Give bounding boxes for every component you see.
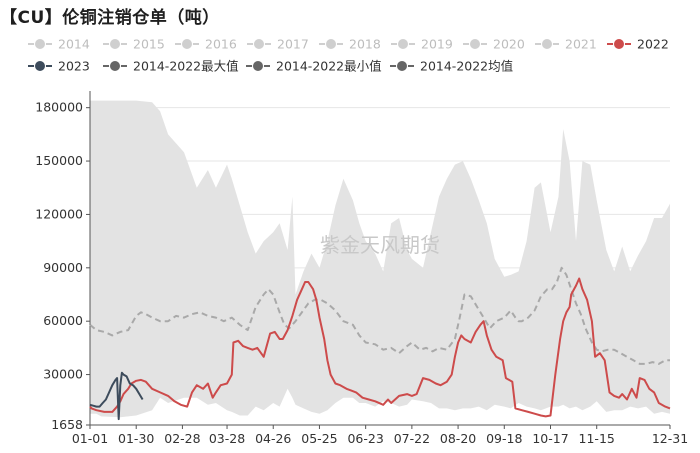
legend-item-2014-2022最小值[interactable]: 2014-2022最小值	[246, 59, 382, 74]
x-tick-label: 04-26	[255, 431, 291, 446]
legend: 2014 2015 2016 2017 2018 2019 2020 2021 2022 2023…	[28, 37, 669, 74]
legend-label: 2021	[565, 37, 597, 52]
y-tick-label: 150000	[35, 153, 83, 168]
y-tick-label: 60000	[43, 313, 83, 328]
legend-swatch-marker	[396, 60, 408, 72]
legend-label: 2017	[277, 37, 309, 52]
legend-swatch-marker	[34, 60, 46, 72]
x-tick-label: 01-01	[72, 431, 108, 446]
legend-label: 2014-2022均值	[420, 59, 513, 74]
x-tick-label: 09-18	[486, 431, 522, 446]
legend-item-2023[interactable]: 2023	[28, 59, 90, 74]
legend-label: 2023	[58, 59, 90, 74]
legend-label: 2014-2022最小值	[276, 59, 382, 74]
y-tick-label: 120000	[35, 206, 83, 221]
legend-item-2020[interactable]: 2020	[463, 37, 525, 52]
legend-label: 2018	[349, 37, 381, 52]
legend-swatch-marker	[109, 60, 121, 72]
legend-label: 2022	[637, 37, 669, 52]
legend-item-2014-2022均值[interactable]: 2014-2022均值	[390, 59, 513, 74]
legend-swatch-marker	[181, 38, 193, 50]
y-tick-label: 90000	[43, 260, 83, 275]
legend-swatch-marker	[325, 38, 337, 50]
legend-item-2014-2022最大值[interactable]: 2014-2022最大值	[103, 59, 239, 74]
x-tick-label: 03-28	[209, 431, 245, 446]
legend-item-2016[interactable]: 2016	[175, 37, 237, 52]
legend-label: 2014-2022最大值	[133, 59, 239, 74]
legend-item-2017[interactable]: 2017	[247, 37, 309, 52]
legend-item-2021[interactable]: 2021	[535, 37, 597, 52]
y-tick-label: 1658	[51, 417, 83, 432]
legend-swatch-marker	[541, 38, 553, 50]
legend-swatch-marker	[253, 38, 265, 50]
legend-swatch-marker	[252, 60, 264, 72]
legend-swatch-marker	[613, 38, 625, 50]
x-tick-label: 12-31	[652, 431, 688, 446]
y-tick-label: 30000	[43, 367, 83, 382]
legend-item-2019[interactable]: 2019	[391, 37, 453, 52]
min-max-band	[90, 100, 670, 418]
legend-label: 2014	[58, 37, 90, 52]
legend-label: 2020	[493, 37, 525, 52]
watermark: 紫金天风期货	[320, 233, 440, 257]
x-tick-label: 07-22	[394, 431, 430, 446]
y-tick-label: 180000	[35, 100, 83, 115]
legend-label: 2019	[421, 37, 453, 52]
series-line-2022	[89, 277, 671, 418]
x-tick-label: 01-30	[118, 431, 154, 446]
legend-label: 2016	[205, 37, 237, 52]
chart-title: 【CU】伦铜注销仓单（吨）	[0, 8, 220, 28]
legend-swatch-marker	[469, 38, 481, 50]
x-tick-label: 10-17	[532, 431, 568, 446]
legend-item-2014[interactable]: 2014	[28, 37, 90, 52]
legend-item-2018[interactable]: 2018	[319, 37, 381, 52]
legend-item-2022[interactable]: 2022	[607, 37, 669, 52]
x-tick-label: 05-25	[301, 431, 337, 446]
legend-swatch-marker	[109, 38, 121, 50]
x-tick-label: 02-28	[164, 431, 200, 446]
series-line-mean	[89, 266, 670, 365]
x-tick-label: 06-23	[347, 431, 383, 446]
series-line-2023	[89, 371, 144, 421]
x-tick-label: 08-20	[440, 431, 476, 446]
x-tick-label: 11-15	[579, 431, 615, 446]
legend-label: 2015	[133, 37, 165, 52]
legend-item-2015[interactable]: 2015	[103, 37, 165, 52]
legend-swatch-marker	[397, 38, 409, 50]
legend-swatch-marker	[34, 38, 46, 50]
